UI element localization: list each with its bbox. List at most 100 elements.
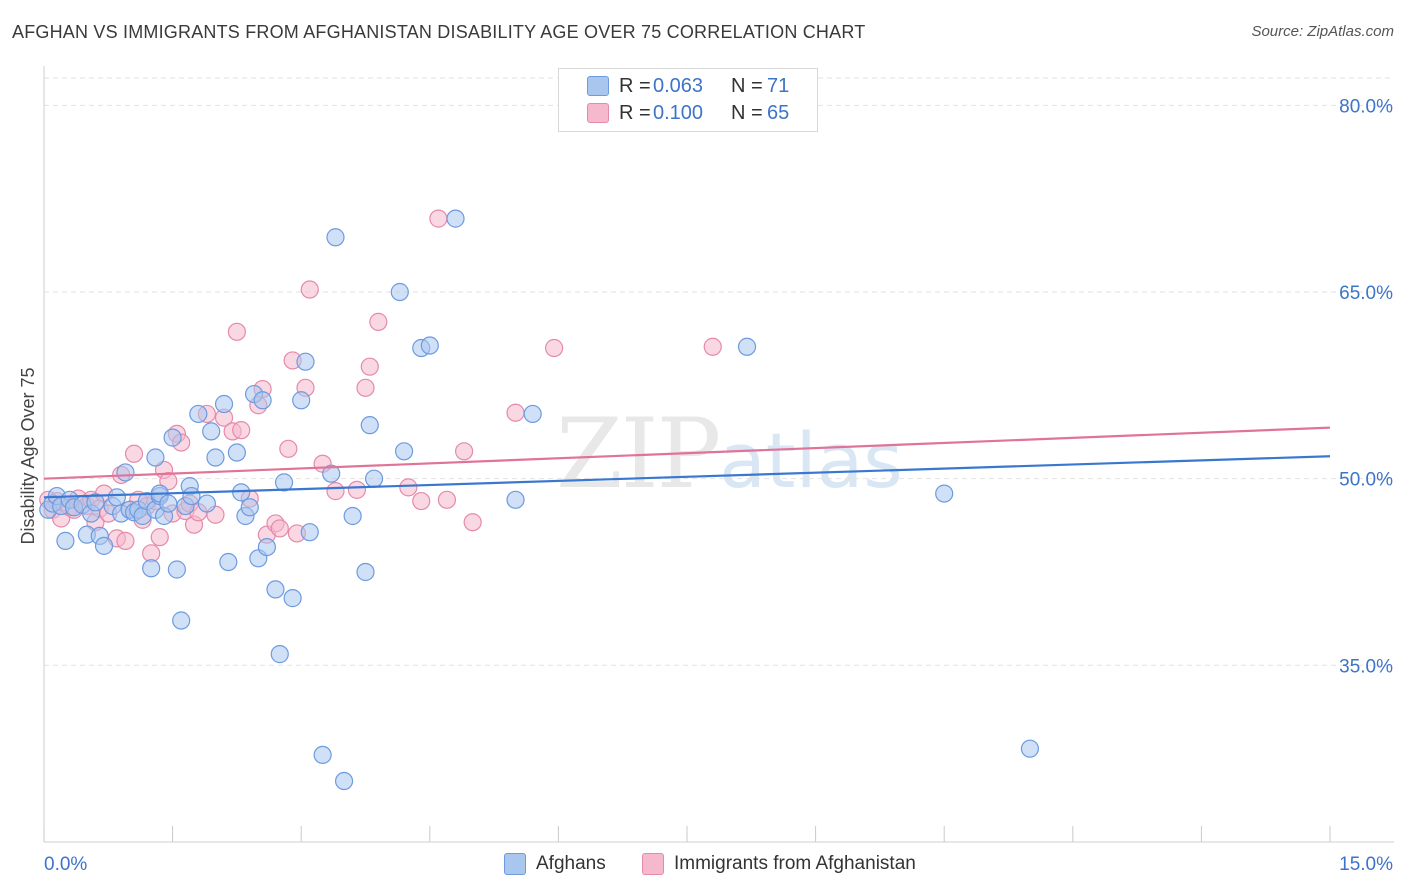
immigrants-point [326,482,345,501]
chart-title: AFGHAN VS IMMIGRANTS FROM AFGHANISTAN DI… [12,22,866,42]
afghans-point [300,523,319,542]
immigrants-trendline [43,426,1331,480]
afghans-point [240,498,259,517]
legend-label-immigrants: Immigrants from Afghanistan [674,853,916,874]
immigrants-point [506,403,525,422]
legend-n-label: N = [731,102,763,124]
afghans-point [257,538,277,557]
immigrants-point [545,338,564,358]
afghans-point [253,391,272,410]
points-immigrants [39,209,722,563]
afghans-point [202,422,221,441]
immigrants-point [227,322,246,341]
immigrants-point [703,337,722,356]
legend-r-value: 0.063 [653,75,704,97]
afghans-point [163,428,182,447]
afghans-point [270,645,289,664]
y-tick-label: 80.0% [1339,96,1393,117]
afghans-point [360,416,379,435]
legend-swatch-afghans [587,76,609,96]
afghans-point [142,559,161,578]
immigrants-point [437,490,457,509]
tick-labels: 35.0% 50.0% 65.0% 80.0% 0.0% 15.0% Disability … [18,96,1393,875]
afghans-point [506,490,525,509]
immigrants-point [232,421,251,440]
immigrants-point [124,444,144,463]
immigrants-point [399,478,418,497]
afghans-point [390,282,409,302]
legend-n-value: 71 [767,75,790,97]
grid-layer [44,77,1394,666]
legend-r-label: R = [619,102,651,124]
legend-label-afghans: Afghans [536,853,606,874]
afghans-point [523,404,542,424]
immigrants-point [429,209,448,228]
afghans-point [159,494,178,513]
afghans-point [182,486,201,506]
afghans-point [283,589,302,608]
axis-layer [43,66,1394,843]
immigrants-point [360,357,379,376]
immigrants-point [116,531,135,550]
afghans-point [322,464,341,483]
x-tick-label: 0.0% [44,854,87,875]
watermark: ZIPatlas [556,398,903,510]
afghans-point [94,536,114,555]
immigrants-point [347,480,367,499]
afghans-point [86,493,105,512]
afghans-point [227,443,246,462]
afghans-point [219,552,238,572]
afghans-point [274,473,294,492]
legend-swatch-afghans [504,853,526,875]
y-tick-label: 50.0% [1339,470,1393,491]
watermark-atlas: atlas [719,416,903,505]
source-label: Source: ZipAtlas.com [1251,23,1394,40]
afghans-point [326,228,345,247]
afghans-point [1020,739,1040,758]
afghans-point [197,494,216,513]
afghans-point [364,469,384,488]
immigrants-point [454,442,474,461]
immigrants-point [279,439,298,458]
afghans-point [292,391,311,410]
legend-n-value: 65 [767,102,790,124]
afghans-point [313,745,332,764]
legend-swatch-immigrants [642,853,664,875]
y-tick-label: 35.0% [1339,656,1393,677]
immigrants-point [300,280,319,299]
afghans-point [343,506,362,526]
legend-swatch-immigrants [587,103,609,123]
afghans-point [356,562,375,582]
immigrants-point [412,491,431,511]
immigrants-point [463,513,482,532]
immigrants-point [150,528,169,547]
points-afghans [39,209,1040,791]
legend-r-label: R = [619,75,651,97]
immigrants-point [356,378,375,397]
afghans-point [107,488,126,507]
immigrants-point [270,519,289,538]
afghans-point [189,404,208,424]
afghans-point [394,442,414,461]
afghans-point [334,771,354,791]
afghans-point [116,463,135,482]
afghans-point [737,337,757,356]
correlation-legend: R = 0.063 N = 71 R = 0.100 N = 65 [558,68,818,132]
afghans-point [446,209,465,228]
immigrants-point [369,312,388,331]
legend-n-label: N = [731,75,763,97]
afghans-trendline [43,455,1331,499]
afghans-point [172,611,191,630]
legend-r-value: 0.100 [653,102,704,124]
afghans-point [206,448,225,467]
afghans-point [146,448,165,467]
afghans-point [266,580,285,599]
trend-layer [43,426,1331,499]
afghans-point [420,336,439,355]
afghans-point [167,560,186,579]
x-tick-label: 15.0% [1339,854,1393,875]
y-axis-title: Disability Age Over 75 [18,367,38,544]
afghans-point [214,394,234,414]
afghans-point [56,531,75,550]
